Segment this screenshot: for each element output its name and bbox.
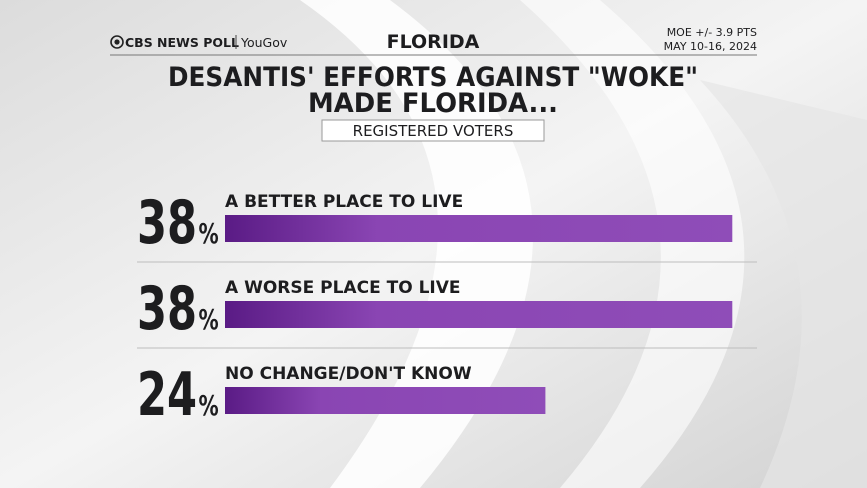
value-label: 38%: [137, 274, 219, 344]
bar: [225, 301, 733, 328]
value-unit: %: [199, 303, 219, 336]
cbs-eye: [110, 35, 124, 49]
value-unit: %: [199, 217, 219, 250]
category-label: NO CHANGE/DON'T KNOW: [225, 364, 472, 384]
bar: [225, 387, 546, 414]
partner: YouGov: [240, 35, 288, 50]
moe: MOE +/- 3.9 PTS: [667, 26, 757, 39]
value-number: 38: [137, 188, 197, 258]
category-label: A WORSE PLACE TO LIVE: [225, 278, 461, 298]
bar: [225, 215, 733, 242]
value-number: 24: [137, 360, 197, 430]
subtitle: REGISTERED VOTERS: [353, 122, 514, 140]
category-label: A BETTER PLACE TO LIVE: [225, 192, 463, 212]
title: DESANTIS' EFFORTS AGAINST "WOKE": [168, 62, 698, 93]
brand: CBS NEWS POLL: [125, 35, 239, 50]
dates: MAY 10-16, 2024: [664, 40, 757, 53]
cbs-eye: [114, 39, 120, 45]
value-unit: %: [199, 389, 219, 422]
title: MADE FLORIDA...: [308, 88, 558, 119]
value-number: 38: [137, 274, 197, 344]
header: FLORIDA: [387, 31, 480, 53]
value-label: 24%: [137, 360, 219, 430]
value-label: 38%: [137, 188, 219, 258]
swoosh: [520, 0, 745, 488]
subtitle-box: [321, 119, 545, 142]
swoosh: [700, 80, 867, 488]
